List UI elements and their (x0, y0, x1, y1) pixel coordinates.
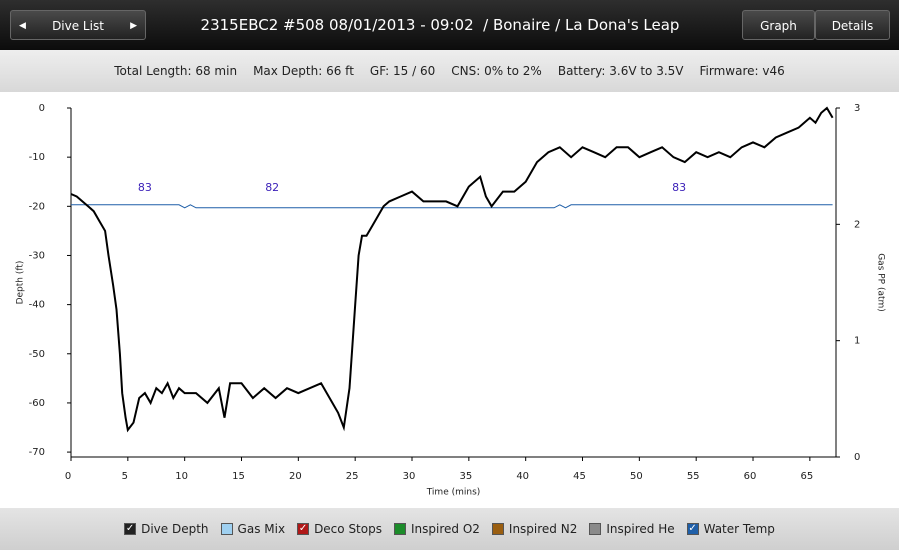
x-tick-label: 45 (573, 471, 586, 482)
legend-item[interactable]: ✓ Water Temp (686, 522, 775, 536)
x-tick-label: 60 (744, 471, 757, 482)
legend-checkbox[interactable] (393, 523, 406, 535)
info-item: GF: 15 / 60 (369, 64, 436, 78)
x-tick-label: 0 (65, 471, 71, 482)
legend-label: Water Temp (703, 522, 775, 536)
y-tick-label: -40 (29, 300, 45, 311)
y-tick-label: -20 (29, 201, 45, 212)
info-bar: Total Length: 68 min Max Depth: 66 ft GF: … (0, 50, 899, 92)
legend-item[interactable]: Gas Mix (220, 522, 286, 536)
y2-tick-label: 1 (854, 336, 860, 347)
y-tick-label: -70 (29, 447, 45, 458)
legend-label: Inspired He (606, 522, 675, 536)
temp-annotation: 83 (672, 181, 686, 194)
y-tick-label: -60 (29, 398, 45, 409)
info-item: Battery: 3.6V to 3.5V (557, 64, 684, 78)
legend-item[interactable]: Inspired O2 (393, 522, 480, 536)
back-label: Dive List (52, 19, 104, 33)
legend-item[interactable]: Inspired He (589, 522, 675, 536)
dive-title: 2315EBC2 #508 08/01/2013 - 09:02 / Bonai… (200, 16, 680, 34)
series-line (70, 106, 834, 433)
x-tick-label: 10 (175, 471, 188, 482)
y2-tick-label: 3 (854, 103, 860, 114)
x-tick-label: 40 (516, 471, 529, 482)
info-item: CNS: 0% to 2% (451, 64, 542, 78)
legend-checkbox[interactable]: ✓ (124, 523, 137, 535)
dive-list-button[interactable]: ◀ Dive List ▶ (10, 10, 146, 40)
legend-checkbox[interactable]: ✓ (686, 523, 699, 535)
toolbar: ◀ Dive List ▶ 2315EBC2 #508 08/01/2013 -… (0, 0, 899, 50)
legend-checkbox[interactable]: ✓ (297, 523, 310, 535)
legend-checkbox[interactable] (491, 523, 504, 535)
x-tick-label: 35 (459, 471, 472, 482)
y-tick-label: -10 (29, 152, 45, 163)
y2-tick-label: 2 (854, 219, 860, 230)
legend-label: Inspired N2 (508, 522, 578, 536)
info-item: Max Depth: 66 ft (253, 64, 354, 78)
x-tick-label: 50 (630, 471, 643, 482)
legend-item[interactable]: ✓ Dive Depth (124, 522, 209, 536)
temp-annotation: 83 (138, 181, 152, 194)
x-tick-label: 25 (346, 471, 359, 482)
info-item: Total Length: 68 min (114, 64, 238, 78)
details-tab[interactable]: Details (815, 10, 890, 40)
x-tick-label: 30 (403, 471, 416, 482)
x-tick-label: 15 (232, 471, 245, 482)
legend: ✓ Dive Depth Gas Mix ✓ Deco Stops Inspired O2… (0, 508, 899, 550)
y-tick-label: 0 (39, 103, 45, 114)
y2-tick-label: 0 (854, 452, 860, 463)
info-item: Firmware: v46 (699, 64, 785, 78)
legend-label: Inspired O2 (410, 522, 480, 536)
temp-annotation: 82 (265, 181, 279, 194)
x-tick-label: 55 (687, 471, 700, 482)
legend-label: Deco Stops (314, 522, 382, 536)
x-axis-label: Time (mins) (426, 488, 481, 498)
y2-axis-label: Gas PP (atm) (876, 253, 886, 312)
x-tick-label: 5 (122, 471, 128, 482)
legend-item[interactable]: ✓ Deco Stops (297, 522, 382, 536)
legend-item[interactable]: Inspired N2 (491, 522, 578, 536)
prev-icon[interactable]: ◀ (19, 21, 26, 31)
legend-label: Gas Mix (237, 522, 286, 536)
legend-label: Dive Depth (141, 522, 209, 536)
x-tick-label: 65 (800, 471, 813, 482)
graph-tab[interactable]: Graph (742, 10, 815, 40)
x-tick-label: 20 (289, 471, 302, 482)
series-line (71, 204, 833, 209)
y-axis-label: Depth (ft) (16, 261, 26, 305)
next-icon[interactable]: ▶ (130, 21, 137, 31)
legend-checkbox[interactable] (220, 523, 233, 535)
y-tick-label: -50 (29, 349, 45, 360)
y-tick-label: -30 (29, 250, 45, 261)
legend-checkbox[interactable] (589, 523, 602, 535)
